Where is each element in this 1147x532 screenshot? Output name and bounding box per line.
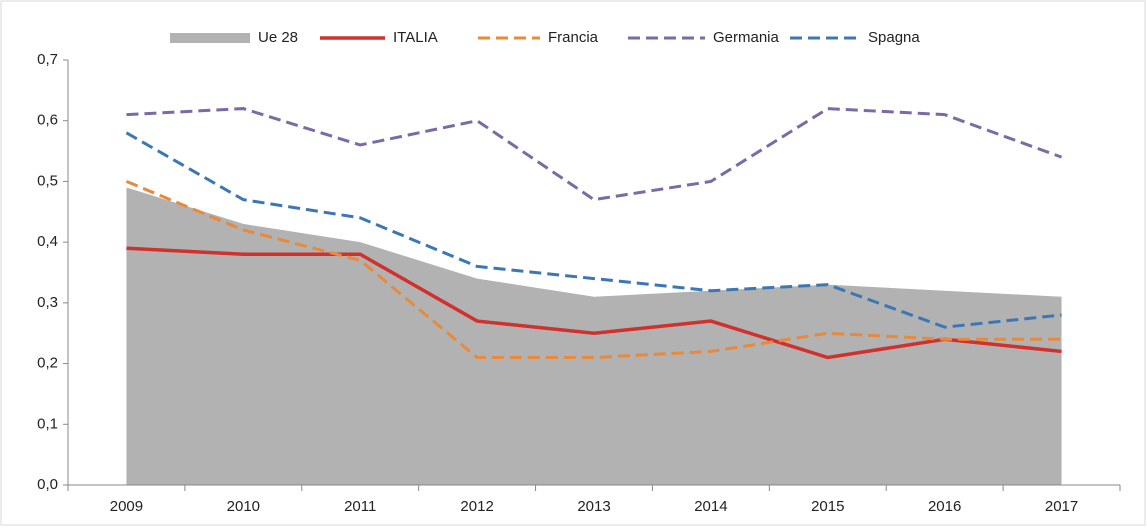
x-tick-label: 2009	[110, 498, 143, 515]
x-tick-label: 2016	[928, 498, 961, 515]
x-tick-label: 2014	[694, 498, 727, 515]
legend-label: Spagna	[868, 29, 920, 46]
x-tick-label: 2013	[577, 498, 610, 515]
y-tick-label: 0,2	[37, 355, 58, 372]
y-tick-label: 0,3	[37, 294, 58, 311]
y-tick-label: 0,1	[37, 415, 58, 432]
legend-swatch	[170, 33, 250, 43]
y-tick-label: 0,7	[37, 51, 58, 68]
y-tick-label: 0,5	[37, 172, 58, 189]
x-tick-label: 2017	[1045, 498, 1078, 515]
x-tick-label: 2010	[227, 498, 260, 515]
legend-label: ITALIA	[393, 29, 438, 46]
line	[125, 131, 1062, 329]
legend-label: Germania	[713, 29, 780, 46]
x-tick-label: 2015	[811, 498, 844, 515]
area	[126, 187, 1062, 485]
line	[125, 180, 1062, 359]
y-tick-label: 0,4	[37, 233, 58, 250]
line	[126, 246, 1062, 360]
legend-label: Francia	[548, 29, 599, 46]
x-tick-label: 2012	[460, 498, 493, 515]
y-tick-label: 0,0	[37, 476, 58, 493]
legend-label: Ue 28	[258, 29, 298, 46]
y-tick-label: 0,6	[37, 112, 58, 129]
line	[126, 107, 1063, 202]
x-tick-label: 2011	[344, 498, 376, 515]
